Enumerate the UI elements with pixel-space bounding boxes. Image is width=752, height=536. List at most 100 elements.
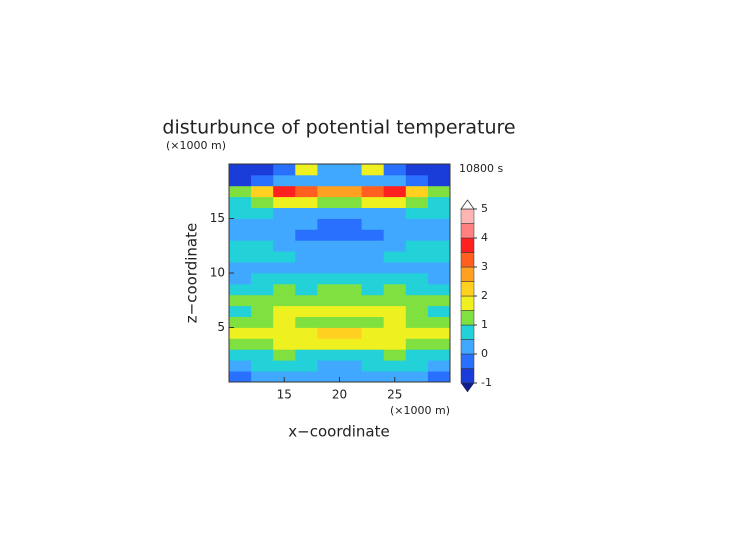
contour-cell <box>273 360 296 372</box>
colorbar-band <box>460 368 475 384</box>
x-axis-label: x−coordinate <box>288 423 389 441</box>
contour-cell <box>339 338 362 350</box>
contour-cell <box>405 229 429 241</box>
contour-cell <box>251 240 274 252</box>
contour-cell <box>427 218 451 230</box>
colorbar-band <box>460 237 475 253</box>
contour-cell <box>339 229 362 241</box>
colorbar-tick-label: 3 <box>481 260 488 273</box>
contour-cell <box>229 164 252 176</box>
contour-cell <box>229 316 252 328</box>
contour-cell <box>273 371 296 383</box>
contour-cell <box>273 185 296 198</box>
contour-cell <box>427 251 451 263</box>
contour-cell <box>273 196 296 208</box>
contour-cell <box>273 294 296 307</box>
contour-cell <box>251 338 274 350</box>
contour-cell <box>251 371 274 383</box>
contour-cell <box>229 240 252 252</box>
contour-cell <box>427 185 451 198</box>
contour-cell <box>361 305 385 317</box>
contour-cell <box>295 371 318 383</box>
contour-cell <box>251 316 274 328</box>
contour-cell <box>405 240 429 252</box>
contour-cell <box>361 207 385 219</box>
colorbar-band <box>460 339 475 355</box>
contour-cell <box>317 305 340 317</box>
contour-cell <box>317 294 340 307</box>
contour-cell <box>383 283 407 296</box>
contour-cell <box>427 229 451 241</box>
contour-cell <box>361 229 385 241</box>
contour-cell <box>295 218 318 230</box>
contour-cell <box>427 196 451 208</box>
contour-cell <box>317 229 340 241</box>
contour-cell <box>361 251 385 263</box>
contour-cell <box>383 262 407 274</box>
contour-cell <box>317 349 340 361</box>
contour-cell <box>361 349 385 361</box>
contour-cell <box>405 316 429 328</box>
x-tick-label: 15 <box>277 388 292 402</box>
contour-cell <box>295 338 318 350</box>
contour-cell <box>427 294 451 307</box>
contour-cell <box>317 338 340 350</box>
colorbar-band <box>460 252 475 268</box>
colorbar-band <box>460 353 475 369</box>
colorbar-tick-label: 4 <box>481 231 488 244</box>
contour-cell <box>339 240 362 252</box>
contour-cell <box>383 338 407 350</box>
contour-cell <box>251 349 274 361</box>
contour-cell <box>405 196 429 208</box>
contour-cell <box>295 164 318 176</box>
y-tick-label: 15 <box>210 211 225 225</box>
contour-cell <box>339 283 362 296</box>
contour-cell <box>339 207 362 219</box>
colorbar-band <box>460 295 475 311</box>
contour-cell <box>251 251 274 263</box>
contour-cell <box>339 218 362 230</box>
colorbar-band <box>460 266 475 282</box>
contour-cell <box>273 207 296 219</box>
contour-cell <box>229 283 252 296</box>
contour-cell <box>273 283 296 296</box>
contour-cell <box>383 164 407 176</box>
contour-cell <box>251 294 274 307</box>
y-axis-label: z−coordinate <box>183 223 201 323</box>
contour-cell <box>273 174 296 187</box>
contour-cell <box>229 338 252 350</box>
contour-cell <box>405 251 429 263</box>
contour-cell <box>361 273 385 285</box>
contour-cell <box>383 229 407 241</box>
contour-cell <box>229 196 252 208</box>
y-tick-label: 10 <box>210 266 225 280</box>
contour-cell <box>295 316 318 328</box>
contour-cell <box>273 327 296 339</box>
contour-cell <box>361 338 385 350</box>
contour-cell <box>295 251 318 263</box>
contour-cell <box>273 229 296 241</box>
x-unit: (×1000 m) <box>390 404 450 417</box>
contour-cell <box>339 371 362 383</box>
contour-cell <box>251 305 274 317</box>
contour-cell <box>361 360 385 372</box>
contour-cell <box>361 294 385 307</box>
contour-cell <box>295 360 318 372</box>
contour-cell <box>295 207 318 219</box>
colorbar-band <box>460 223 475 239</box>
contour-cell <box>339 262 362 274</box>
contour-cell <box>405 218 429 230</box>
contour-cell <box>251 360 274 372</box>
contour-cell <box>361 262 385 274</box>
contour-cell <box>339 349 362 361</box>
contour-cell <box>361 240 385 252</box>
contour-cell <box>427 240 451 252</box>
contour-cell <box>427 327 451 339</box>
colorbar-band <box>460 281 475 297</box>
contour-cell <box>229 294 252 307</box>
contour-cell <box>251 218 274 230</box>
contour-cell <box>295 240 318 252</box>
contour-cell <box>383 349 407 361</box>
contour-cell <box>229 174 252 187</box>
